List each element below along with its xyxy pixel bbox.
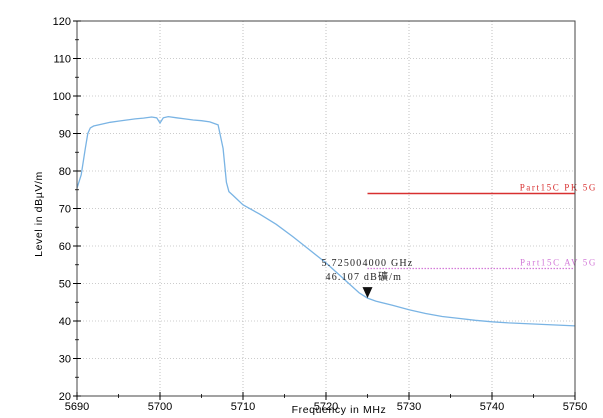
limit-line-label: Part15C AV 5G bbox=[520, 258, 597, 268]
y-tick-label: 90 bbox=[59, 129, 71, 141]
y-tick-label: 20 bbox=[59, 391, 71, 403]
x-tick-label: 5710 bbox=[231, 401, 255, 413]
y-tick-label: 50 bbox=[59, 279, 71, 291]
y-axis-title: Level in dBµV/m bbox=[33, 171, 45, 257]
y-tick-label: 40 bbox=[59, 316, 71, 328]
x-tick-label: 5740 bbox=[480, 401, 504, 413]
marker-triangle bbox=[362, 287, 373, 299]
axes bbox=[73, 20, 576, 400]
marker-level: 46.107 dB礦/m bbox=[326, 270, 403, 283]
x-tick-label: 5750 bbox=[563, 401, 587, 413]
y-tick-label: 100 bbox=[53, 91, 71, 103]
series-line bbox=[77, 115, 575, 327]
y-tick-label: 110 bbox=[53, 54, 71, 66]
x-tick-label: 5720 bbox=[314, 401, 338, 413]
series-layer bbox=[77, 115, 575, 327]
y-tick-label: 120 bbox=[53, 16, 71, 28]
x-tick-label: 5730 bbox=[397, 401, 421, 413]
x-tick-label: 5690 bbox=[65, 401, 89, 413]
x-tick-label: 5700 bbox=[148, 401, 172, 413]
tick-labels: 20 30 40 50 60 70 80 90 100 110 120 5690 5700 5710 572… bbox=[53, 16, 588, 413]
y-tick-label: 30 bbox=[59, 354, 71, 366]
y-tick-label: 70 bbox=[59, 204, 71, 216]
limit-lines: Part15C PK 5G Part15C AV 5G bbox=[367, 183, 597, 270]
x-axis-title: Frequency in MHz bbox=[292, 404, 387, 416]
grid bbox=[77, 21, 575, 396]
marker-frequency: 5.725004000 GHz bbox=[322, 258, 414, 269]
limit-line-label: Part15C PK 5G bbox=[520, 183, 597, 193]
y-tick-label: 80 bbox=[59, 166, 71, 178]
y-tick-label: 60 bbox=[59, 241, 71, 253]
